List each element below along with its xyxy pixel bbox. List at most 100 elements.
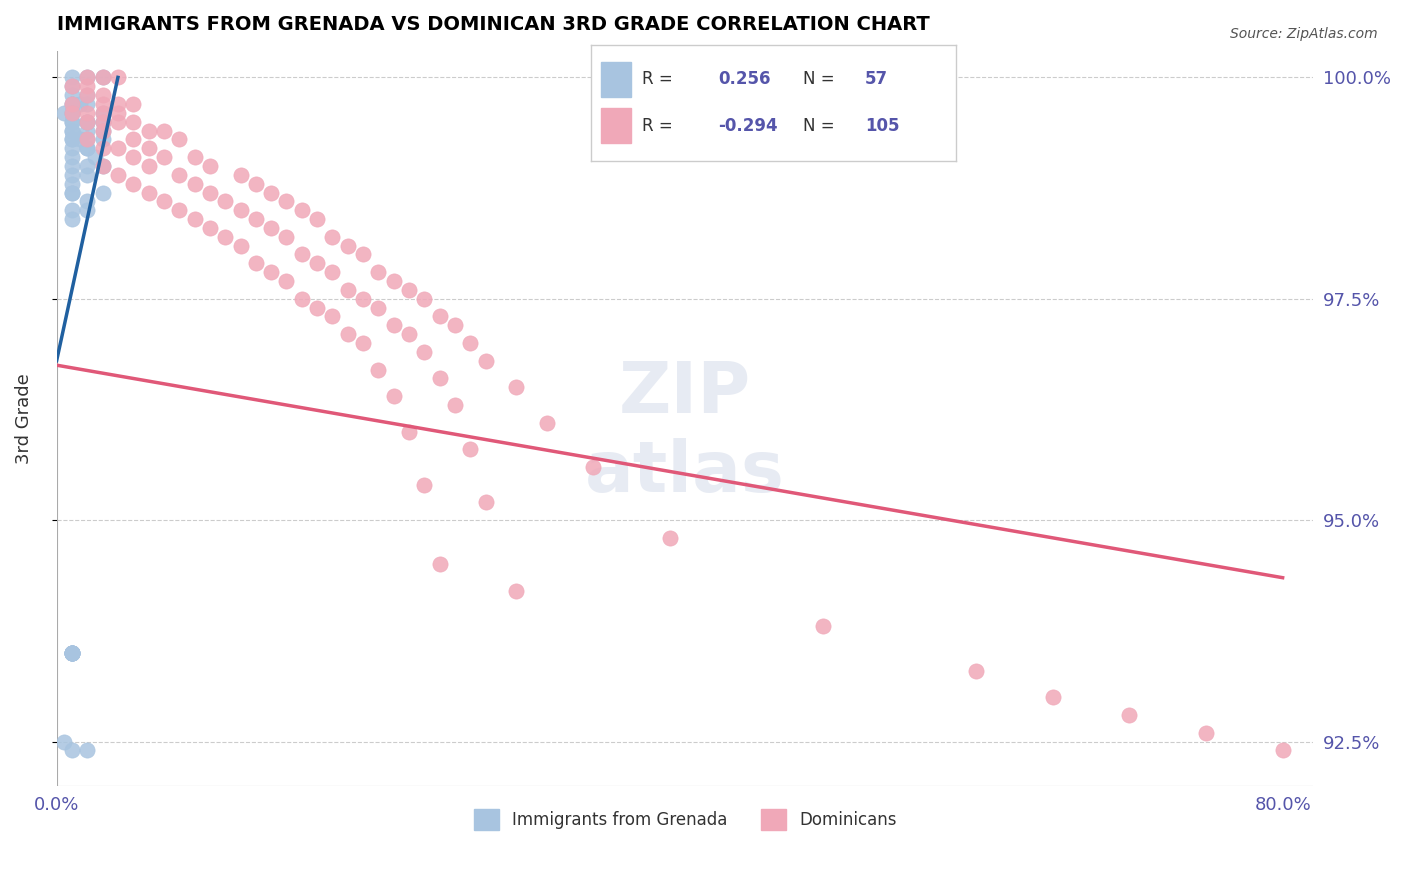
Point <box>91 141 114 155</box>
Point <box>167 132 190 146</box>
Point <box>183 212 205 227</box>
Point <box>1271 743 1294 757</box>
Point <box>60 105 83 120</box>
Point <box>60 168 83 182</box>
Point <box>260 186 283 200</box>
Point <box>107 70 129 85</box>
Point <box>474 495 496 509</box>
Point <box>76 159 98 173</box>
Point <box>60 150 83 164</box>
Point <box>167 168 190 182</box>
Text: R =: R = <box>641 70 672 88</box>
Point <box>60 646 83 660</box>
Text: N =: N = <box>803 117 834 135</box>
Point <box>60 743 83 757</box>
Point <box>91 70 114 85</box>
Point <box>76 105 98 120</box>
Bar <box>602 108 631 143</box>
Point <box>398 283 420 297</box>
Point <box>307 301 329 315</box>
Point <box>321 265 343 279</box>
Point <box>76 168 98 182</box>
Point <box>582 460 605 475</box>
Point <box>276 274 298 288</box>
Point <box>107 105 129 120</box>
Text: 105: 105 <box>865 117 900 135</box>
Point <box>76 88 98 103</box>
Point <box>811 619 834 633</box>
Point <box>214 229 236 244</box>
Point <box>352 247 374 261</box>
Point <box>229 168 252 182</box>
Point <box>60 646 83 660</box>
Point <box>60 70 83 85</box>
Point <box>260 221 283 235</box>
Point <box>91 186 114 200</box>
Point <box>76 79 98 94</box>
Text: Source: ZipAtlas.com: Source: ZipAtlas.com <box>1230 27 1378 41</box>
Point <box>138 186 160 200</box>
Point <box>76 114 98 128</box>
Point <box>444 398 467 412</box>
Point <box>76 70 98 85</box>
Point <box>183 177 205 191</box>
Point <box>260 265 283 279</box>
Point <box>69 97 91 112</box>
Point <box>367 301 389 315</box>
Point <box>229 203 252 218</box>
Point <box>460 442 482 457</box>
Point <box>276 229 298 244</box>
Point <box>76 203 98 218</box>
Point <box>91 114 114 128</box>
Point <box>460 336 482 351</box>
Point <box>122 97 145 112</box>
Point <box>69 132 91 146</box>
Point <box>291 247 314 261</box>
Point <box>505 380 527 394</box>
Point <box>153 123 176 137</box>
Text: R =: R = <box>641 117 672 135</box>
Point <box>76 194 98 209</box>
Point <box>60 105 83 120</box>
Point <box>60 79 83 94</box>
Point <box>122 150 145 164</box>
Point <box>1042 690 1064 705</box>
Point <box>198 159 221 173</box>
Point <box>76 88 98 103</box>
Point <box>53 105 76 120</box>
Point <box>60 97 83 112</box>
Point <box>658 531 681 545</box>
Legend: Immigrants from Grenada, Dominicans: Immigrants from Grenada, Dominicans <box>467 803 903 836</box>
Point <box>398 327 420 342</box>
Point <box>291 292 314 306</box>
Point <box>76 132 98 146</box>
Text: 0.256: 0.256 <box>718 70 770 88</box>
Point <box>60 646 83 660</box>
Point <box>91 123 114 137</box>
Point <box>367 265 389 279</box>
Point <box>107 97 129 112</box>
Point <box>245 256 267 270</box>
Point <box>183 150 205 164</box>
Point <box>60 646 83 660</box>
Point <box>91 132 114 146</box>
Text: N =: N = <box>803 70 834 88</box>
Point <box>60 123 83 137</box>
Point <box>60 177 83 191</box>
Point <box>352 292 374 306</box>
Point <box>167 203 190 218</box>
Point <box>91 123 114 137</box>
Point <box>321 310 343 324</box>
Point <box>76 141 98 155</box>
Point <box>76 114 98 128</box>
Point <box>413 292 436 306</box>
Point <box>122 132 145 146</box>
Point <box>76 123 98 137</box>
Point <box>84 150 107 164</box>
Point <box>307 256 329 270</box>
Point <box>138 141 160 155</box>
Point <box>965 664 987 678</box>
Point <box>429 371 451 385</box>
Point <box>321 229 343 244</box>
Point <box>382 318 405 333</box>
